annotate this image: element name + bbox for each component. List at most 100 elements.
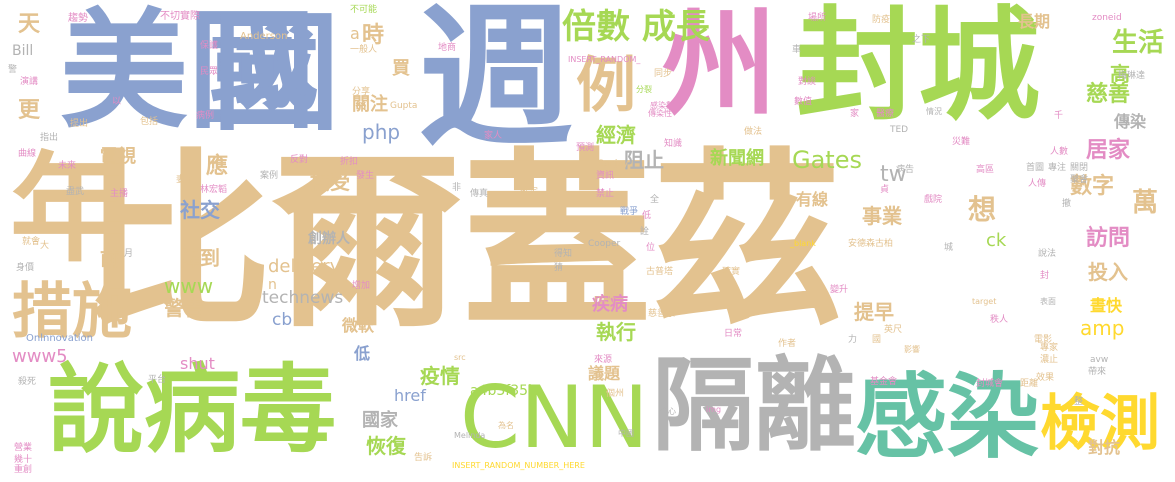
word-a4b3f35b: a4b3f35b	[470, 383, 537, 399]
word-small: 撤	[1062, 199, 1072, 209]
word-tv: 電視	[100, 146, 136, 167]
word-small: 個州	[606, 389, 625, 399]
word-small: 說法	[1038, 249, 1057, 259]
word-small: 大	[40, 241, 50, 251]
word-php: php	[362, 120, 401, 144]
word-small: 英尺	[884, 325, 903, 335]
word-home: 居家	[1086, 138, 1131, 163]
word-small: 告訴	[414, 453, 433, 463]
word-small: 就會	[22, 237, 41, 247]
word-recover: 恢復	[366, 434, 406, 458]
word-numbers: 數字	[1070, 174, 1115, 199]
word-small: 濃止	[1040, 355, 1059, 365]
word-small: 傳真	[470, 189, 489, 199]
word-small: 身價	[16, 263, 35, 273]
word-small: 車	[792, 45, 802, 55]
word-charity: 慈善	[1086, 82, 1131, 107]
word-small: 整	[1074, 397, 1084, 407]
word-small: Sanjay	[598, 159, 629, 169]
word-small: 聚會	[1070, 175, 1089, 185]
word-small: Gupta	[390, 101, 418, 111]
word-nation: 國家	[362, 410, 398, 431]
word-isolation: 隔離	[652, 347, 856, 466]
word-small: 殺死	[18, 377, 37, 387]
word-small: 距離	[1020, 379, 1039, 389]
word-small: 日常	[724, 329, 743, 339]
word-small: 古普塔	[646, 267, 674, 277]
word-small: 封城會	[976, 379, 1004, 389]
word-small: 秩人	[990, 315, 1009, 325]
word-before: 前	[100, 246, 120, 270]
word-life: 生活	[1112, 28, 1165, 58]
word-small: 人傳	[1028, 179, 1047, 189]
word-small: 場所	[808, 13, 827, 23]
word-small: 低	[642, 211, 652, 221]
word-small: 家	[850, 109, 860, 119]
word-small: 高區	[976, 165, 995, 175]
word-invest: 投入	[1088, 260, 1128, 284]
word-buy: 買	[392, 58, 410, 79]
word-small: 妻子	[176, 175, 195, 185]
word-small: Flickr	[594, 295, 616, 304]
word-ck: ck	[986, 230, 1007, 251]
word-small: 之類	[340, 197, 359, 207]
word-small: 基金會	[870, 377, 898, 387]
word-cable: 有線	[796, 190, 829, 209]
word-small: 確實	[722, 267, 741, 277]
word-a: a	[350, 24, 360, 43]
word-small: 首圖	[1026, 163, 1045, 173]
word-small: 之下	[912, 35, 931, 45]
word-small: 城	[944, 243, 954, 253]
word-small: 關閉	[1070, 163, 1089, 173]
word-founder: 創辦人	[308, 231, 350, 247]
word-small: 重創	[14, 465, 33, 475]
word-bill-gates-large: 比爾蓋茲	[82, 132, 843, 353]
word-small: 封	[1040, 271, 1050, 281]
word-small: 人數	[1050, 147, 1069, 157]
word-small: 變升	[830, 285, 849, 295]
word-small: 戲院	[924, 195, 943, 205]
word-small: 貞	[880, 185, 890, 195]
word-small: 傳染性	[648, 109, 672, 118]
word-small: 未來	[58, 161, 77, 171]
word-small: 幾十	[14, 455, 33, 465]
word-small: 以	[112, 97, 122, 107]
word-think: 想	[968, 193, 997, 226]
word-testing: 檢測	[1040, 389, 1160, 459]
word-small: 災難	[952, 137, 971, 147]
word-state: 州	[662, 0, 778, 132]
word-small: 分裂	[636, 85, 652, 94]
word-week: 週	[418, 0, 573, 168]
word-small: 戰爭	[620, 207, 639, 217]
word-small: 醫療	[876, 109, 895, 119]
word-www5: www5	[12, 346, 68, 367]
word-early: 提早	[854, 300, 894, 324]
word-tw: tw	[880, 162, 907, 187]
word-small: 提出	[70, 119, 89, 129]
word-small: 電影	[1034, 335, 1053, 345]
word-delivery: delivery	[268, 256, 341, 277]
word-small: Cooper	[588, 239, 621, 249]
word-small: 專家	[1040, 343, 1059, 353]
word-www: www	[164, 274, 214, 298]
word-small: 國	[872, 335, 882, 345]
word-small: 做法	[744, 127, 763, 137]
word-small: Onlnnovation	[26, 333, 93, 344]
word-topic: 議題	[588, 364, 621, 383]
word-news-network: 新聞網	[710, 148, 764, 169]
word-small: 資訊	[596, 171, 615, 181]
word-small: 包括	[140, 117, 159, 127]
word-small: 確定	[520, 187, 539, 197]
word-time: 時	[362, 23, 385, 48]
word-fight: 對抗	[1088, 438, 1121, 457]
word-day: 天	[18, 12, 41, 37]
word-small: 來源	[594, 355, 613, 365]
word-small: 梅琳達	[1118, 71, 1146, 81]
word-href: href	[394, 386, 426, 405]
word-bill: Bill	[12, 43, 34, 59]
word-microsoft: 微軟	[342, 316, 375, 335]
word-usa: 美國	[60, 0, 317, 146]
word-small: 專注	[1048, 163, 1067, 173]
word-business: 事業	[862, 204, 902, 228]
